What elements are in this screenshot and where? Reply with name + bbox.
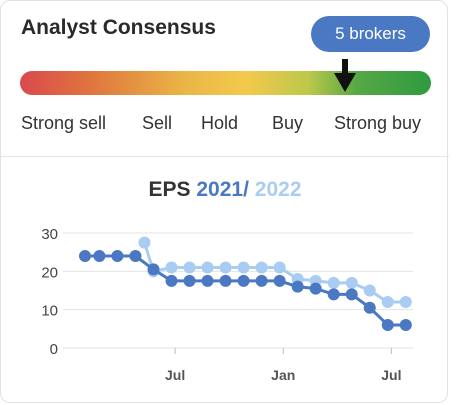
eps-year-2021-toggle[interactable]: 2021	[196, 178, 244, 201]
series-2021-point-8	[219, 274, 232, 287]
scale-label-buy: Buy	[272, 113, 304, 133]
series-2021-point-9	[237, 274, 250, 287]
series-line-2022	[143, 242, 406, 304]
series-2022-point-3	[183, 261, 196, 274]
series-2021-point-10	[255, 274, 268, 287]
y-tick-label-30: 30	[41, 226, 58, 243]
x-tick-label-0: Jul	[165, 367, 185, 383]
series-2021-point-14	[327, 288, 340, 301]
series-2021-point-7	[201, 274, 214, 287]
eps-title: EPS 2021/ 2022	[1, 178, 449, 202]
eps-chart: 0 10 20 30 Jul Jan Jul	[41, 226, 413, 383]
series-2021-point-5	[165, 274, 178, 287]
x-tick-label-1: Jan	[271, 367, 295, 383]
series-2022-point-13	[363, 284, 376, 297]
series-2022-point-2	[165, 261, 178, 274]
series-2022-point-11	[327, 276, 340, 289]
consensus-title: Analyst Consensus	[21, 16, 216, 39]
series-2021-point-15	[345, 288, 358, 301]
analyst-card: Analyst Consensus 5 brokers Strong sell …	[0, 0, 449, 403]
series-2022-point-5	[219, 261, 232, 274]
series-2021-point-18	[399, 319, 412, 331]
scale-label-strong-sell: Strong sell	[21, 113, 107, 133]
brokers-badge[interactable]: 5 brokers	[311, 16, 430, 52]
scale-label-strong-buy: Strong buy	[334, 113, 422, 133]
series-2021-point-3	[129, 250, 142, 262]
series-2021-point-4	[147, 263, 160, 276]
series-2022-point-0	[138, 236, 151, 249]
series-2022-point-6	[237, 261, 250, 274]
consensus-gauge-bar	[20, 71, 431, 95]
series-2022-point-7	[255, 261, 268, 274]
series-2021-point-17	[381, 319, 394, 331]
eps-year-2022-toggle[interactable]: 2022	[254, 178, 302, 201]
series-2022-point-14	[381, 296, 394, 308]
series-2021-point-6	[183, 274, 196, 287]
series-2022-point-8	[273, 261, 286, 274]
y-tick-label-10: 10	[41, 303, 58, 320]
scale-label-hold: Hold	[201, 113, 239, 133]
series-2021-point-16	[363, 301, 376, 314]
scale-label-sell: Sell	[142, 113, 173, 133]
series-2022-point-4	[201, 261, 214, 274]
series-2021-point-12	[291, 280, 304, 293]
x-tick-label-2: Jul	[381, 367, 401, 383]
y-tick-label-20: 20	[41, 264, 58, 281]
eps-year-separator: /	[243, 178, 249, 201]
y-tick-label-0: 0	[50, 341, 58, 358]
arrow-down-icon	[333, 59, 356, 92]
series-2021-point-13	[309, 282, 322, 295]
series-2022-point-15	[399, 296, 412, 308]
series-2021-point-0	[79, 250, 91, 262]
eps-title-label: EPS	[148, 178, 191, 201]
series-2022-point-12	[345, 276, 358, 289]
section-divider	[1, 156, 449, 157]
series-2021-point-2	[111, 250, 124, 262]
series-2021-point-1	[93, 250, 106, 262]
series-2021-point-11	[273, 274, 286, 287]
